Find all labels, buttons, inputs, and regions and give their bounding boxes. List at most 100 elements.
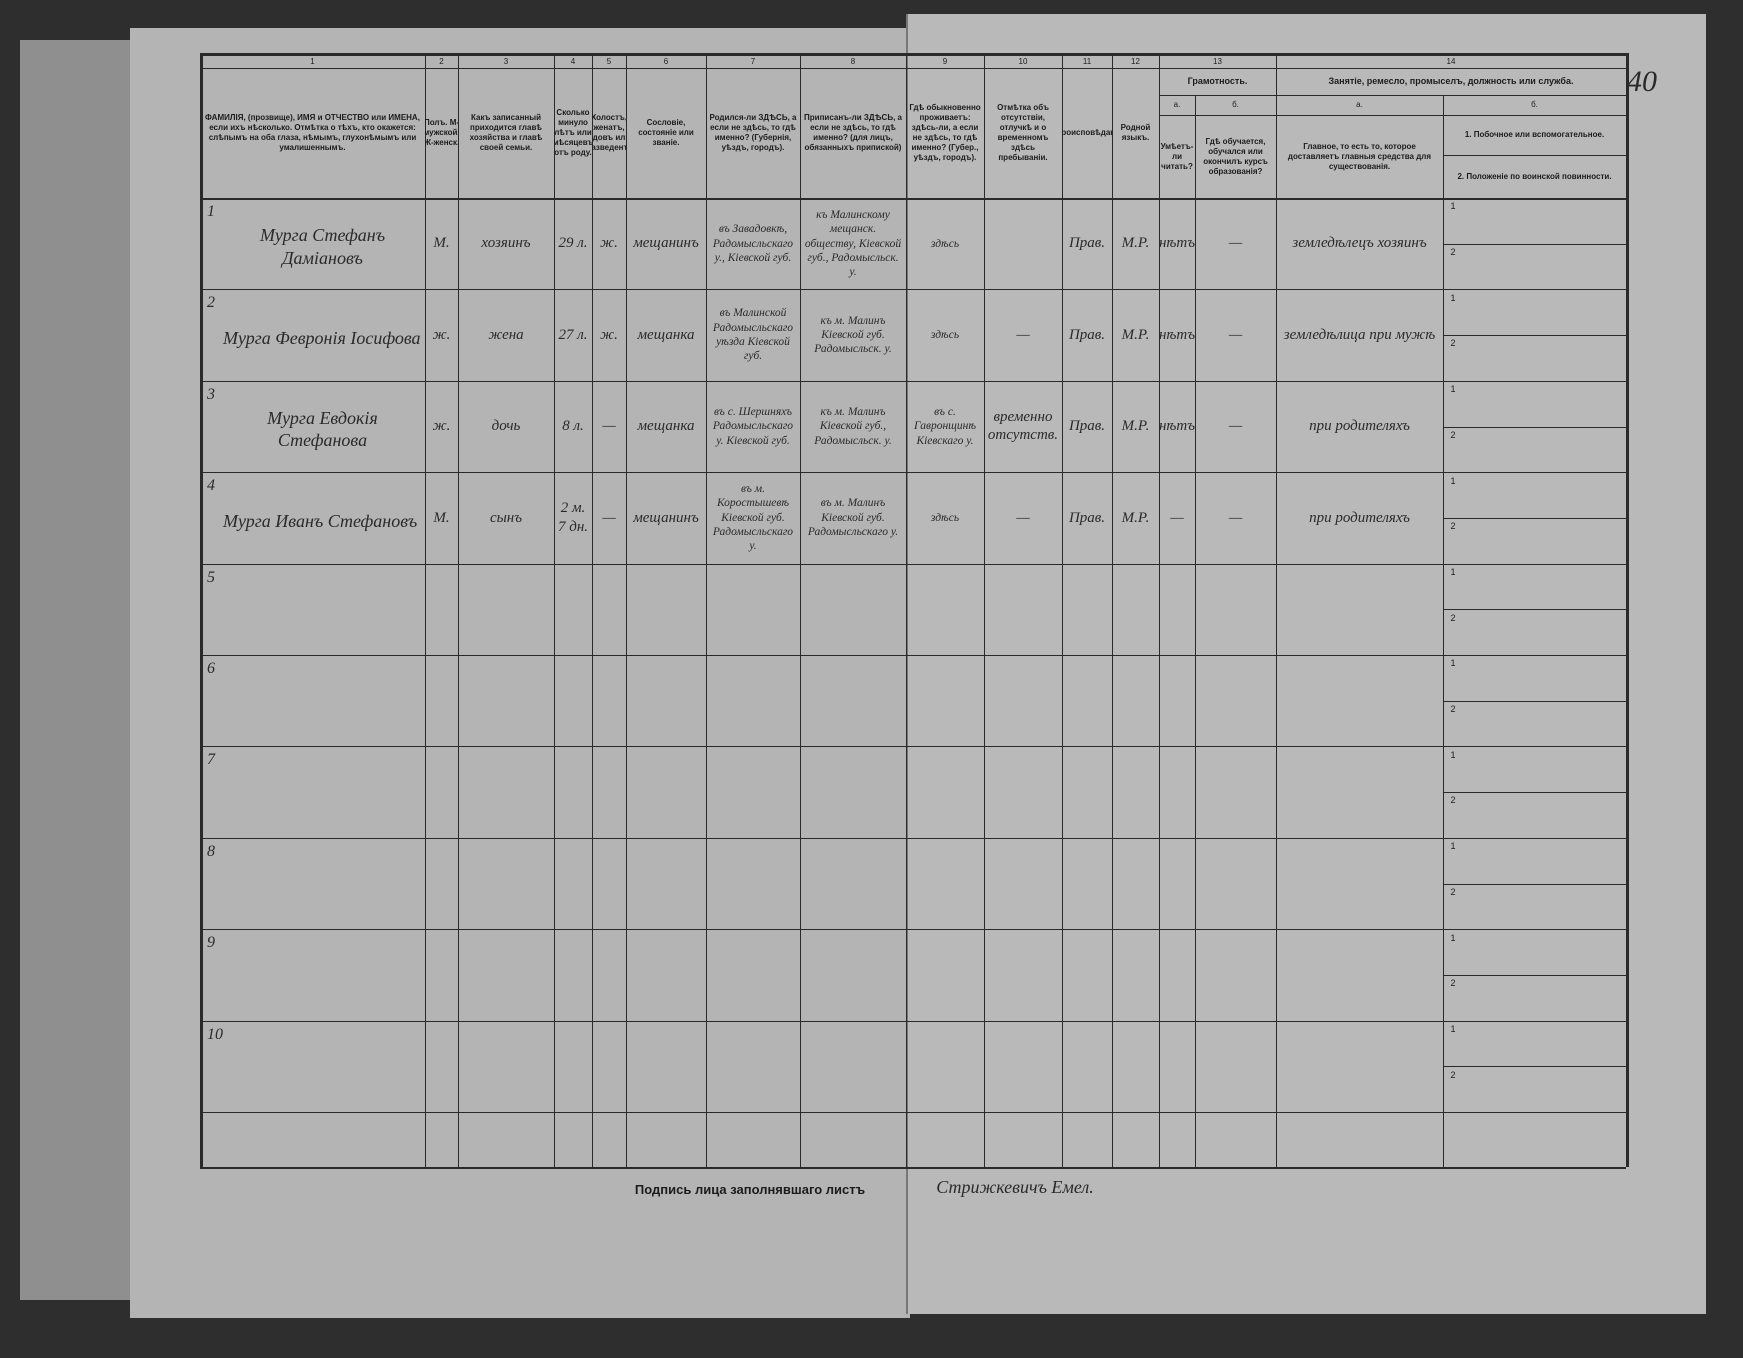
cell-estate: мещанка [637,326,695,343]
cell-relation: сынъ [489,509,523,526]
column-header: ФАМИЛIЯ, (прозвище), ИМЯ и ОТЧЕСТВО или … [205,113,420,152]
rule-line [1626,53,1629,1167]
rule-line [1443,335,1626,337]
rule-line [1443,1066,1626,1068]
cell-language: М.Р. [1121,235,1150,252]
rule-line [1195,95,1196,1167]
rule-line [200,1167,1626,1169]
cell-name: Мурга Стефанъ Дамiановъ [259,225,386,268]
page-number: 40 [1627,65,1657,99]
sub-label: 1 [1450,1023,1456,1034]
column-number: 2 [439,56,444,66]
rule-line [200,53,203,1167]
subcolumn-letter: б. [1531,100,1538,109]
sub-label: 1 [1450,841,1456,852]
rule-line [200,1112,1626,1113]
cell-education: — [1228,326,1243,343]
sub-label: 2 [1450,795,1456,806]
rule-line [200,53,1626,56]
cell-language: М.Р. [1121,418,1150,435]
subcolumn-header: Гдѣ обучается, обучался или окончилъ кур… [1203,136,1268,176]
subcolumn-header: Умѣетъ-ли читать? [1160,141,1194,171]
cell-marital: — [602,509,616,526]
right-page [906,14,1706,1314]
sub-label: 2 [1450,338,1456,349]
column-header: Какъ записанный приходится главѣ хозяйст… [469,113,543,152]
left-page [130,28,910,1318]
rule-line [800,53,801,1167]
cell-birthplace: въ Малинской Радомысльскаго уѣзда Кiевск… [712,307,794,363]
column-header: Гдѣ обыкновенно проживаетъ: здѣсь-ли, а … [909,103,981,162]
cell-birthplace: въ м. Коростышевѣ Кiевской губ. Радомысл… [712,482,794,553]
row-number: 1 [207,203,215,220]
sub-label: 2 [1450,704,1456,715]
cell-residence: здѣсь [930,511,960,524]
row-number: 8 [207,842,215,860]
rule-line [200,746,1626,748]
rule-line [425,53,426,1167]
column-header: Приписанъ-ли ЗДѢСЬ, а если не здѣсь, то … [804,113,902,152]
cell-birthplace: въ Завадовкѣ, Радомысльскаго у., Кiевско… [712,223,794,264]
column-number: 8 [850,56,856,66]
cell-absence: — [1016,326,1030,343]
cell-religion: Прав. [1068,509,1106,526]
cell-residence: здѣсь [930,237,960,250]
rule-line [1112,53,1113,1167]
sub-label: 2 [1450,1069,1456,1080]
cell-education: — [1228,235,1243,252]
rule-line [1443,974,1626,976]
cell-language: М.Р. [1121,509,1150,526]
rule-line [200,68,1626,69]
row-number: 5 [207,568,215,586]
subcolumn-header: 2. Положенiе по воинской повинности. [1457,171,1612,181]
sub-label: 1 [1450,475,1456,486]
rule-line [1443,517,1626,519]
cell-literacy: — [1170,509,1184,526]
rule-line [626,53,627,1167]
sub-label: 1 [1450,384,1456,395]
cell-registered: къ м. Малинъ Кiевской губ., Радомысльск.… [814,405,892,447]
sub-label: 2 [1450,247,1456,258]
sub-label: 2 [1450,978,1456,989]
column-number: 11 [1082,56,1092,66]
rule-line [458,53,459,1167]
column-header: Полъ. М-мужской. Ж-женск. [425,118,458,147]
cell-residence: въ с. Гавронщинѣ Кiевскаго у. [913,405,976,447]
rule-line [1062,53,1063,1167]
rule-line [1443,155,1626,156]
cell-sex: М. [433,509,450,526]
cell-literacy: нѣтъ [1159,235,1195,252]
column-number: 1 [310,56,315,66]
gutter [906,14,908,1314]
cell-name: Мурга Февронiя Iосифова [223,327,421,348]
sub-label: 1 [1450,658,1456,669]
sub-label: 1 [1450,201,1456,212]
rule-line [1443,883,1626,885]
row-number: 9 [207,934,215,952]
rule-line [592,53,593,1167]
rule-line [1443,700,1626,702]
cell-marital: ж. [600,326,618,343]
cell-education: — [1228,418,1243,435]
sub-label: 2 [1450,612,1456,623]
footer-label: Подпись лица заполнявшаго листъ [634,1181,866,1197]
cell-sex: ж. [432,418,451,435]
cell-relation: хозяинъ [481,235,531,252]
subcolumn-header: 1. Побочное или вспомогательное. [1464,130,1605,139]
column-number: 14 [1446,56,1456,66]
rule-line [1443,95,1444,1167]
row-number: 10 [207,1025,223,1043]
column-number: 6 [663,56,669,66]
rule-line [1276,95,1626,96]
column-number: 12 [1131,56,1140,66]
cell-name: Мурга Иванъ Стефановъ [223,510,418,531]
cell-occupation: при родителяхъ [1309,509,1410,526]
signature: Стрижкевичъ Емел. [936,1176,1094,1197]
cell-age: 29 л. [558,235,588,252]
rule-line [1443,426,1626,428]
sub-label: 2 [1450,429,1456,440]
sub-label: 1 [1450,566,1456,577]
cell-age: 8 л. [562,418,584,435]
column-number: 7 [750,56,756,66]
